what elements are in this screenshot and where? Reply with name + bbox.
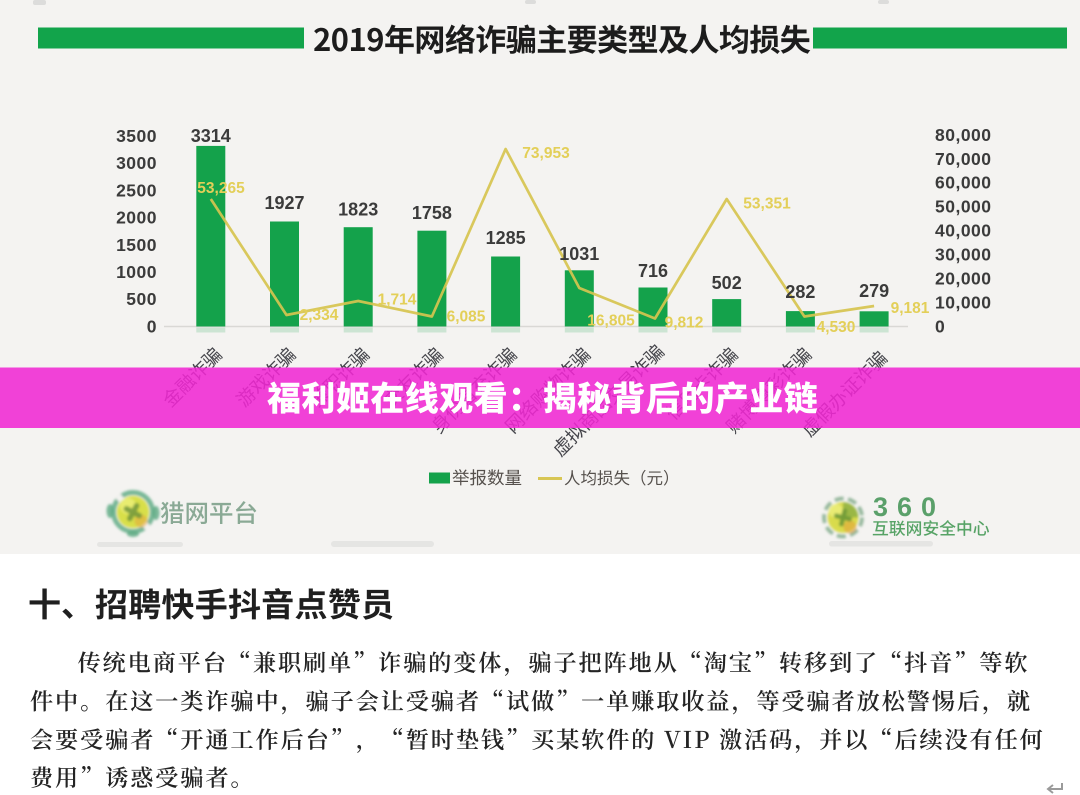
svg-text:3314: 3314	[191, 126, 231, 146]
svg-text:1823: 1823	[338, 200, 378, 220]
svg-text:500: 500	[126, 289, 157, 309]
svg-text:73,953: 73,953	[522, 145, 570, 162]
svg-text:2,334: 2,334	[300, 307, 339, 324]
svg-text:1031: 1031	[559, 244, 599, 264]
svg-text:716: 716	[638, 261, 668, 281]
svg-text:9,181: 9,181	[891, 300, 930, 317]
svg-text:1758: 1758	[412, 203, 452, 223]
svg-text:20,000: 20,000	[935, 269, 992, 289]
svg-text:1500: 1500	[116, 235, 157, 255]
svg-text:3500: 3500	[116, 126, 157, 146]
svg-text:50,000: 50,000	[935, 197, 992, 217]
svg-text:53,351: 53,351	[743, 196, 791, 213]
svg-text:6,085: 6,085	[447, 309, 486, 326]
svg-text:70,000: 70,000	[935, 149, 992, 169]
svg-text:502: 502	[712, 273, 742, 293]
svg-text:1,714: 1,714	[378, 292, 417, 309]
svg-text:53,265: 53,265	[197, 180, 245, 197]
svg-text:9,812: 9,812	[665, 315, 704, 332]
svg-text:1000: 1000	[116, 262, 157, 282]
svg-text:2500: 2500	[116, 180, 157, 200]
svg-text:360: 360	[873, 492, 945, 522]
svg-text:279: 279	[859, 281, 889, 301]
svg-text:282: 282	[785, 282, 815, 302]
svg-text:1927: 1927	[264, 193, 304, 213]
svg-text:10,000: 10,000	[935, 293, 992, 313]
svg-text:16,805: 16,805	[587, 313, 635, 330]
svg-text:30,000: 30,000	[935, 245, 992, 265]
svg-text:60,000: 60,000	[935, 173, 992, 193]
svg-text:4,530: 4,530	[817, 319, 856, 336]
svg-text:0: 0	[147, 317, 157, 337]
svg-text:3000: 3000	[116, 153, 157, 173]
svg-text:0: 0	[935, 317, 945, 337]
svg-text:2000: 2000	[116, 208, 157, 228]
svg-text:1285: 1285	[486, 228, 526, 248]
svg-text:40,000: 40,000	[935, 221, 992, 241]
svg-text:80,000: 80,000	[935, 125, 992, 145]
